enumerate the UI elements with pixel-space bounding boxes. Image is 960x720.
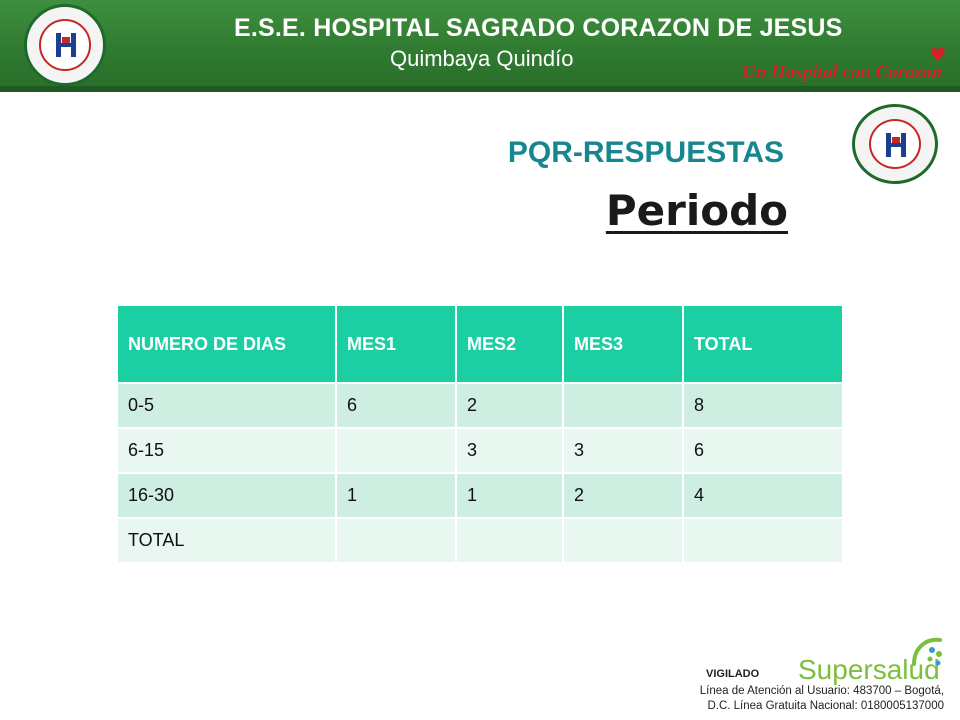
footer-line-2: D.C. Línea Gratuita Nacional: 0180005137… (707, 700, 944, 712)
table-row: 16-30 1 1 2 4 (118, 472, 844, 518)
column-header: MES2 (456, 306, 564, 383)
pqr-table: NUMERO DE DIAS MES1 MES2 MES3 TOTAL 0-5 … (118, 306, 844, 562)
table-cell: 2 (563, 472, 684, 518)
table-cell: 1 (456, 472, 564, 518)
table-cell: 0-5 (118, 382, 337, 428)
hospital-seal-icon (24, 4, 106, 86)
hospital-location: Quimbaya Quindío (390, 46, 574, 71)
table-cell (336, 427, 457, 473)
table-cell (563, 382, 684, 428)
table-cell (456, 517, 564, 562)
table-header-row: NUMERO DE DIAS MES1 MES2 MES3 TOTAL (118, 306, 844, 383)
column-header: NUMERO DE DIAS (118, 306, 337, 383)
vigilado-label: VIGILADO (706, 668, 760, 680)
table-cell: 6 (683, 427, 844, 473)
column-header: MES1 (336, 306, 457, 383)
table-cell: 1 (336, 472, 457, 518)
table-cell: 16-30 (118, 472, 337, 518)
table-row: 0-5 6 2 8 (118, 382, 844, 428)
hospital-title: E.S.E. HOSPITAL SAGRADO CORAZON DE JESUS (234, 14, 843, 42)
heart-icon (931, 47, 945, 61)
table-cell: 4 (683, 472, 844, 518)
footer-contact: Línea de Atención al Usuario: 483700 – B… (700, 666, 944, 714)
table-cell (683, 517, 844, 562)
table-cell: 6 (336, 382, 457, 428)
header-banner: E.S.E. HOSPITAL SAGRADO CORAZON DE JESUS… (0, 0, 960, 92)
page-heading: PQR-RESPUESTAS (507, 136, 784, 169)
footer-line-1: Línea de Atención al Usuario: 483700 – B… (699, 685, 944, 697)
table-cell: 2 (456, 382, 564, 428)
hospital-seal-icon (852, 104, 938, 184)
supersalud-logo-icon (912, 637, 942, 666)
table-cell: 6-15 (118, 427, 337, 473)
table-cell (563, 517, 684, 562)
column-header: MES3 (563, 306, 684, 383)
table-cell: 3 (563, 427, 684, 473)
table-cell (336, 517, 457, 562)
table-row: 6-15 3 3 6 (118, 427, 844, 473)
table-cell: 8 (683, 382, 844, 428)
table-cell: 3 (456, 427, 564, 473)
column-header: TOTAL (683, 306, 844, 383)
hospital-slogan: Un Hospital con Corazon (742, 62, 943, 83)
table-row: TOTAL (118, 517, 844, 562)
table-cell: TOTAL (118, 517, 337, 562)
page-subheading: Periodo (605, 186, 788, 235)
